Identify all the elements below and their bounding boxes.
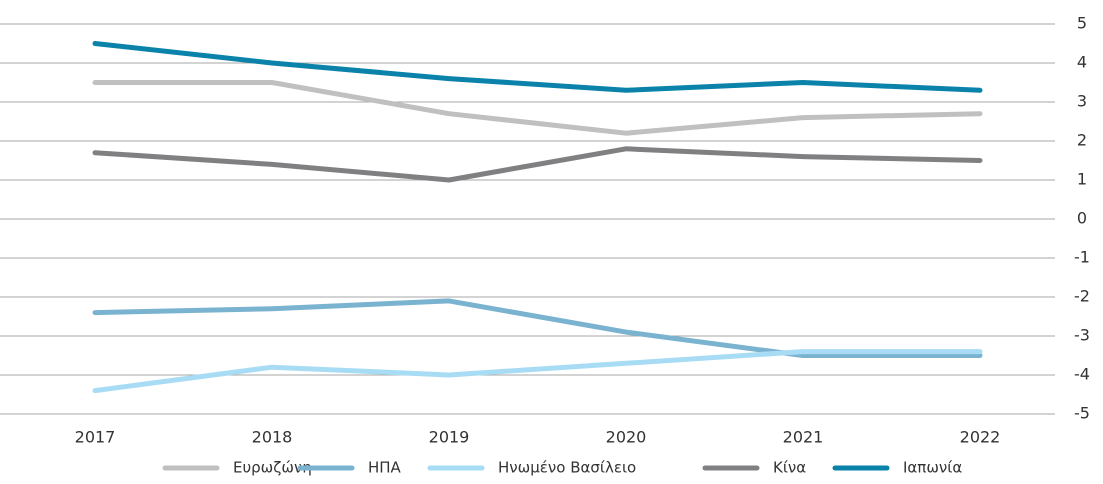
y-tick-label: 1 <box>1077 170 1087 189</box>
y-tick-label: 5 <box>1077 14 1087 33</box>
series-line <box>92 146 983 183</box>
x-tick-label: 2021 <box>783 428 824 447</box>
y-tick-label: 0 <box>1077 209 1087 228</box>
x-tick-label: 2020 <box>606 428 647 447</box>
x-tick-label: 2019 <box>429 428 470 447</box>
y-tick-label: 3 <box>1077 92 1087 111</box>
legend-label: Ευρωζώνη <box>233 459 312 477</box>
series-line <box>92 349 983 394</box>
x-tick-label: 2022 <box>960 428 1001 447</box>
legend-label: Ηνωμένο Βασίλειο <box>498 459 636 477</box>
y-tick-label: -5 <box>1074 404 1090 423</box>
series-line <box>92 298 983 358</box>
legend-label: Κίνα <box>773 459 806 477</box>
y-tick-label: 4 <box>1077 53 1087 72</box>
y-tick-label: -3 <box>1074 326 1090 345</box>
x-tick-label: 2017 <box>75 428 116 447</box>
y-tick-label: 2 <box>1077 131 1087 150</box>
y-tick-label: -1 <box>1074 248 1090 267</box>
series-line <box>92 80 983 136</box>
y-tick-label: -4 <box>1074 365 1090 384</box>
x-tick-label: 2018 <box>252 428 293 447</box>
series-line <box>92 41 983 93</box>
legend-label: ΗΠΑ <box>368 459 402 477</box>
legend-label: Ιαπωνία <box>903 459 962 477</box>
y-tick-label: -2 <box>1074 287 1090 306</box>
